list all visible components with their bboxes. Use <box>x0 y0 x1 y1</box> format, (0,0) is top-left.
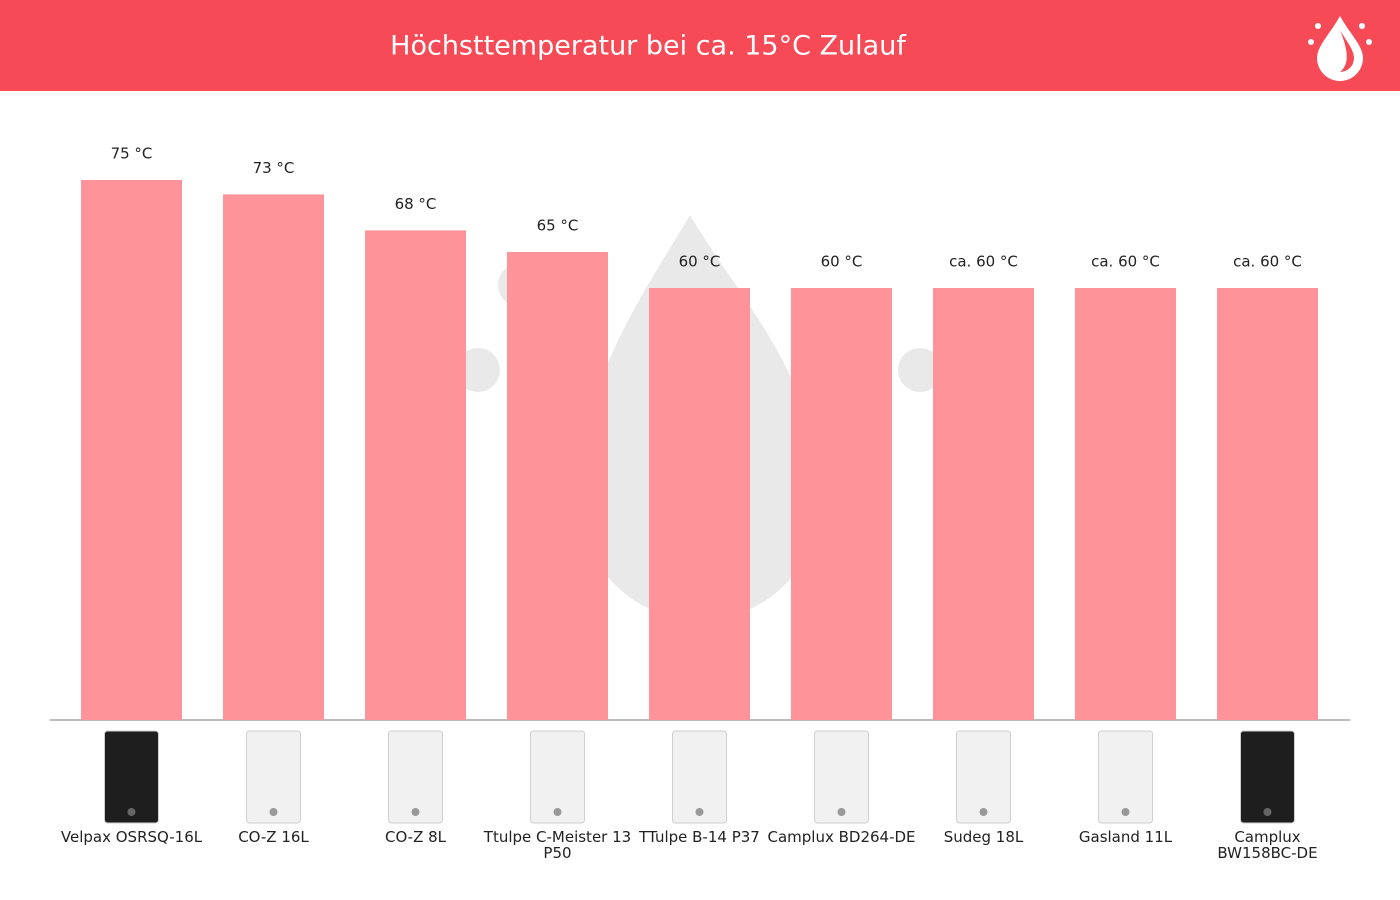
value-label: ca. 60 °C <box>1233 253 1302 271</box>
product-image <box>1098 730 1153 824</box>
value-label: ca. 60 °C <box>1091 253 1160 271</box>
product-image <box>104 730 159 824</box>
bar <box>1075 288 1176 720</box>
device-body <box>1098 730 1153 824</box>
value-label: 75 °C <box>111 145 153 163</box>
bar <box>365 230 466 720</box>
value-label: ca. 60 °C <box>949 253 1018 271</box>
x-label-box: CO-Z 8L <box>384 829 447 846</box>
device-body <box>104 730 159 824</box>
product-image <box>672 730 727 824</box>
device-body <box>530 730 585 824</box>
x-tick-label: Velpax OSRSQ-16L <box>60 829 203 846</box>
x-tick-label: Gasland 11L <box>1078 829 1173 846</box>
device-body <box>672 730 727 824</box>
x-label-box: Camplux BD264-DE <box>767 829 916 846</box>
product-image <box>814 730 869 824</box>
x-label-box: Sudeg 18L <box>943 829 1024 846</box>
bar <box>649 288 750 720</box>
device-knob <box>1121 808 1130 816</box>
x-label-box: CO-Z 16L <box>238 829 309 846</box>
device-body <box>956 730 1011 824</box>
bar <box>223 194 324 720</box>
device-knob <box>411 808 420 816</box>
bar <box>507 252 608 720</box>
device-knob <box>553 808 562 816</box>
x-tick-label: CO-Z 8L <box>384 829 447 846</box>
bar <box>81 180 182 720</box>
x-label-box: Ttulpe C-Meister 13 P50 <box>483 829 632 862</box>
value-label: 60 °C <box>679 253 721 271</box>
bar <box>933 288 1034 720</box>
x-tick-label: Ttulpe C-Meister 13 P50 <box>483 829 632 862</box>
device-knob <box>695 808 704 816</box>
header <box>0 0 1400 91</box>
device-knob <box>269 808 278 816</box>
value-label: 60 °C <box>821 253 863 271</box>
x-tick-label: Sudeg 18L <box>943 829 1024 846</box>
chart-title: Höchsttemperatur bei ca. 15°C Zulauf <box>390 31 907 62</box>
device-body <box>246 730 301 824</box>
x-tick-label: TTulpe B-14 P37 <box>639 829 760 846</box>
bar <box>791 288 892 720</box>
product-image <box>246 730 301 824</box>
product-image <box>1240 730 1295 824</box>
bar <box>1217 288 1318 720</box>
device-body <box>388 730 443 824</box>
value-label: 73 °C <box>253 159 295 177</box>
product-image <box>388 730 443 824</box>
x-label-box: TTulpe B-14 P37 <box>639 829 760 846</box>
x-tick-label: Camplux BW158BC-DE <box>1217 829 1318 862</box>
value-label: 68 °C <box>395 195 437 213</box>
x-label-box: Camplux BW158BC-DE <box>1217 829 1318 862</box>
x-label-box: Gasland 11L <box>1078 829 1173 846</box>
device-body <box>1240 730 1295 824</box>
product-image <box>956 730 1011 824</box>
device-knob <box>837 808 846 816</box>
product-image <box>530 730 585 824</box>
device-knob <box>979 808 988 816</box>
header-icon <box>1308 16 1372 81</box>
device-knob <box>1263 808 1272 816</box>
x-tick-label: Camplux BD264-DE <box>767 829 916 846</box>
x-tick-label: CO-Z 16L <box>238 829 309 846</box>
value-label: 65 °C <box>537 217 579 235</box>
device-body <box>814 730 869 824</box>
device-knob <box>127 808 136 816</box>
x-label-box: Velpax OSRSQ-16L <box>60 829 203 846</box>
